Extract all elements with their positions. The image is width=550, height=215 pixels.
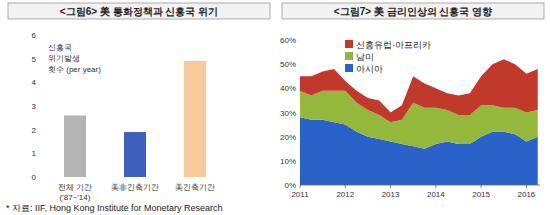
x-tick-label: 美긴축기간 xyxy=(175,183,215,192)
text-line: 위기발생 xyxy=(48,54,80,63)
text-line: ('87~'14) xyxy=(60,193,91,202)
x-tick xyxy=(435,185,436,188)
x-tick xyxy=(300,185,301,188)
page: <그림6> 美 통화정책과 신흥국 위기 <그림7> 美 금리인상의 신흥국 영향… xyxy=(0,0,550,215)
y-tick-label: 1 xyxy=(32,149,37,158)
bars xyxy=(64,61,206,177)
legend-label: 아시아 xyxy=(356,64,383,74)
source-note: * 자료: IIF, Hong Kong Institute for Monet… xyxy=(6,203,223,213)
y-tick-label: 5 xyxy=(32,55,37,64)
title-box xyxy=(8,3,270,19)
y-tick-label: 20% xyxy=(280,133,296,142)
y-tick-label: 4 xyxy=(32,78,37,87)
bar xyxy=(64,115,86,177)
chart-title: <그림7> 美 금리인상의 신흥국 영향 xyxy=(334,6,492,17)
x-tick-label: 2012 xyxy=(336,190,354,199)
y-tick-label: 0 xyxy=(32,173,37,182)
text-line: 횟수 (per year) xyxy=(48,65,101,74)
x-tick xyxy=(526,185,527,188)
x-tick xyxy=(481,185,482,188)
legend-label: 남미 xyxy=(356,52,374,62)
y-tick-label: 10% xyxy=(280,157,296,166)
x-tick xyxy=(345,185,346,188)
chart-title: <그림6> 美 통화정책과 신흥국 위기 xyxy=(60,6,218,17)
bar xyxy=(124,132,146,177)
area xyxy=(300,59,538,122)
y-axis-label: 신흥국위기발생횟수 (per year) xyxy=(48,43,101,74)
text-line: 전체 기간 xyxy=(58,183,92,192)
y-tick-label: 30% xyxy=(280,109,296,118)
x-axis-line xyxy=(300,185,540,186)
x-tick-label: 전체 기간('87~'14) xyxy=(58,183,92,202)
x-tick-label: 2013 xyxy=(382,190,400,199)
legend-label: 신흥유럽·아프리카 xyxy=(356,40,431,50)
y-tick-label: 60% xyxy=(280,36,296,45)
legend-swatch xyxy=(345,64,353,72)
title-box xyxy=(282,3,544,19)
x-tick-label: 2016 xyxy=(518,190,536,199)
text-line: 신흥국 xyxy=(48,43,72,52)
x-tick-label: 美非긴축기간 xyxy=(111,183,159,192)
right-chart: 0% 10% 20% 30% 40% 50% 60% 2011 2012 2013 2014 2015… xyxy=(280,36,540,199)
legend-swatch xyxy=(345,52,353,60)
y-tick-label: 50% xyxy=(280,60,296,69)
y-tick-label: 2 xyxy=(32,126,37,135)
y-tick-label: 40% xyxy=(280,84,296,93)
x-tick-label: 2011 xyxy=(291,190,309,199)
areas xyxy=(300,59,538,185)
x-tick-label: 2015 xyxy=(472,190,490,199)
legend: 신흥유럽·아프리카남미아시아 xyxy=(345,40,431,74)
x-tick xyxy=(390,185,391,188)
y-tick-label: 3 xyxy=(32,102,37,111)
left-chart: 0 1 2 3 4 5 6 신흥국위기발생횟수 (per year) 전체 기간('87~'14… xyxy=(32,31,215,202)
y-tick-label: 6 xyxy=(32,31,37,40)
bar xyxy=(184,61,206,177)
x-tick-label: 2014 xyxy=(427,190,445,199)
legend-swatch xyxy=(345,40,353,48)
y-tick-label: 0% xyxy=(284,181,296,190)
